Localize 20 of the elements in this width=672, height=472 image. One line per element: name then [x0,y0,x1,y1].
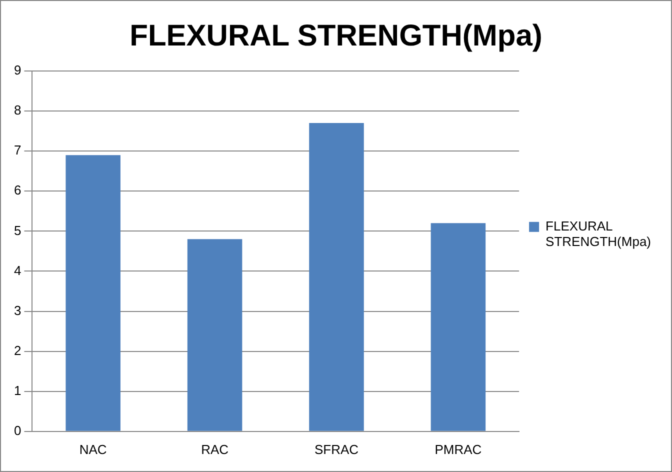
x-tick-label: NAC [79,442,107,457]
y-tick-label: 6 [14,182,22,198]
chart-title: FLEXURAL STRENGTH(Mpa) [130,19,542,52]
y-tick-label: 3 [14,302,22,318]
y-tick-label: 0 [14,422,22,438]
y-tick-label: 1 [14,382,22,398]
bar [430,223,486,431]
legend-label: FLEXURAL STRENGTH(Mpa) [546,218,652,250]
bar [66,155,120,431]
y-tick-label: 2 [14,342,22,358]
y-tick-label: 8 [14,102,22,118]
y-tick-label: 7 [14,142,22,158]
bar [187,239,242,431]
x-tick-label: SFRAC [314,442,359,457]
y-tick-label: 9 [14,62,22,78]
x-tick-label: PMRAC [434,442,482,457]
x-tick-label: RAC [201,442,229,457]
y-tick-label: 4 [14,262,22,278]
y-tick-label: 5 [14,222,22,238]
bar [309,123,364,431]
